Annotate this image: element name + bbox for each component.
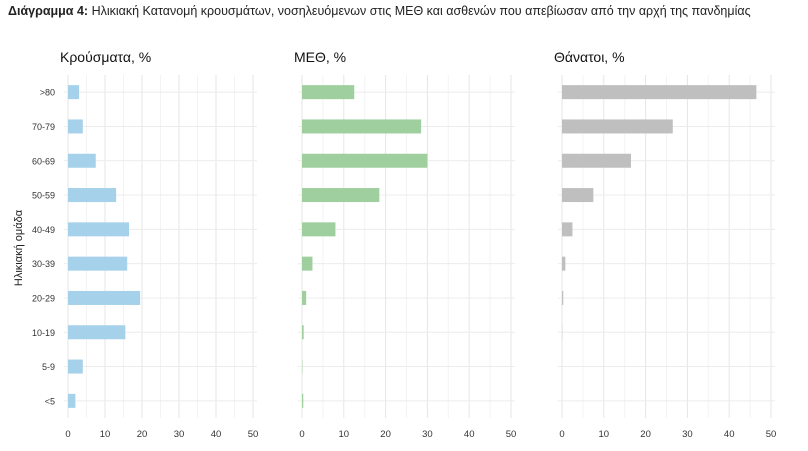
x-tick-label: 50 xyxy=(766,429,777,440)
bar xyxy=(302,188,380,203)
bar xyxy=(68,153,96,168)
x-tick-label: 40 xyxy=(724,429,735,440)
bar xyxy=(562,153,631,168)
y-tick-label: >80 xyxy=(40,88,55,98)
bar xyxy=(68,222,130,237)
caption-text: Ηλικιακή Κατανομή κρουσμάτων, νοσηλευόμε… xyxy=(91,4,751,18)
y-tick-label: 5-9 xyxy=(42,362,55,372)
panel-title: ΜΕΘ, % xyxy=(294,49,346,65)
bar xyxy=(562,85,757,100)
bar xyxy=(68,188,117,203)
bar xyxy=(302,119,422,134)
bar xyxy=(68,119,83,134)
bar xyxy=(302,85,355,100)
y-tick-label: 10-19 xyxy=(32,328,55,338)
bar xyxy=(68,325,126,340)
x-tick-label: 20 xyxy=(137,429,148,440)
bar xyxy=(302,222,336,237)
x-tick-label: 40 xyxy=(464,429,475,440)
bar xyxy=(68,290,141,305)
x-tick-label: 10 xyxy=(100,429,111,440)
y-tick-label: <5 xyxy=(45,396,55,406)
bar xyxy=(302,393,304,408)
bar xyxy=(68,393,76,408)
bar xyxy=(302,153,428,168)
x-tick-label: 0 xyxy=(559,429,564,440)
x-tick-label: 40 xyxy=(211,429,222,440)
x-tick-label: 50 xyxy=(248,429,259,440)
bar xyxy=(562,119,673,134)
x-tick-label: 0 xyxy=(65,429,70,440)
bar xyxy=(302,325,304,340)
x-tick-label: 10 xyxy=(339,429,350,440)
caption-lead: Διάγραμμα 4: xyxy=(8,4,89,18)
bar xyxy=(562,188,594,203)
y-tick-label: 70-79 xyxy=(32,122,55,132)
x-tick-label: 30 xyxy=(682,429,693,440)
bar xyxy=(68,85,80,100)
figure-caption: Διάγραμμα 4: Ηλικιακή Κατανομή κρουσμάτω… xyxy=(8,4,751,18)
x-tick-label: 30 xyxy=(422,429,433,440)
y-tick-label: 60-69 xyxy=(32,156,55,166)
bar xyxy=(302,256,313,271)
x-tick-label: 30 xyxy=(174,429,185,440)
bar xyxy=(562,256,566,271)
x-tick-label: 50 xyxy=(506,429,517,440)
bar xyxy=(68,256,128,271)
x-tick-label: 20 xyxy=(380,429,391,440)
bar xyxy=(562,290,564,305)
bar xyxy=(562,222,573,237)
x-tick-label: 10 xyxy=(599,429,610,440)
x-tick-label: 0 xyxy=(299,429,304,440)
panel-title: Θάνατοι, % xyxy=(554,49,625,65)
panel-title: Κρούσματα, % xyxy=(60,49,151,65)
y-tick-label: 50-59 xyxy=(32,191,55,201)
x-tick-label: 20 xyxy=(640,429,651,440)
y-tick-label: 40-49 xyxy=(32,225,55,235)
y-tick-label: 20-29 xyxy=(32,293,55,303)
y-tick-label: 30-39 xyxy=(32,259,55,269)
y-axis-title: Ηλικιακή ομάδα xyxy=(13,209,25,286)
bar xyxy=(68,359,83,374)
bar xyxy=(302,290,307,305)
